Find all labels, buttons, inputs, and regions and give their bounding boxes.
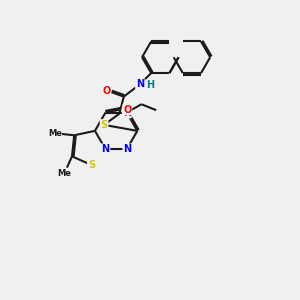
Text: S: S (88, 160, 95, 170)
Text: Me: Me (57, 169, 71, 178)
Text: N: N (123, 144, 131, 154)
Text: N: N (123, 107, 131, 118)
Text: Me: Me (48, 129, 62, 138)
Text: H: H (146, 80, 154, 90)
Text: S: S (100, 120, 108, 130)
Text: O: O (102, 86, 110, 96)
Text: N: N (123, 107, 131, 118)
Text: O: O (123, 105, 131, 115)
Text: N: N (101, 144, 110, 154)
Text: N: N (136, 79, 144, 89)
